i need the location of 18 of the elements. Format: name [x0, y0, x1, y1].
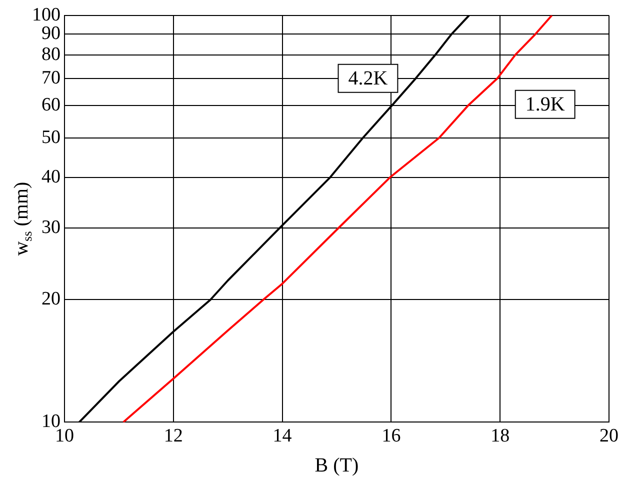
y-tick-label: 80: [42, 44, 60, 65]
x-tick-label: 12: [164, 426, 183, 447]
y-tick-label: 100: [32, 4, 60, 26]
x-tick-label: 14: [272, 426, 292, 447]
y-tick-label: 40: [42, 166, 60, 188]
x-axis-title: B (T): [314, 454, 359, 476]
y-tick-label: 70: [42, 67, 60, 88]
y-axis-title: wss (mm): [10, 182, 34, 256]
x-tick-label: 16: [382, 426, 401, 447]
series-label: 4.2K: [348, 68, 388, 90]
y-tick-label: 20: [42, 288, 60, 310]
series-label: 1.9K: [525, 94, 566, 116]
x-tick-label: 20: [600, 426, 618, 447]
y-tick-label: 90: [42, 23, 60, 44]
y-tick-label: 50: [42, 126, 60, 148]
y-tick-label: 30: [42, 217, 60, 238]
x-tick-label: 18: [490, 426, 510, 447]
y-tick-label: 60: [42, 94, 60, 116]
